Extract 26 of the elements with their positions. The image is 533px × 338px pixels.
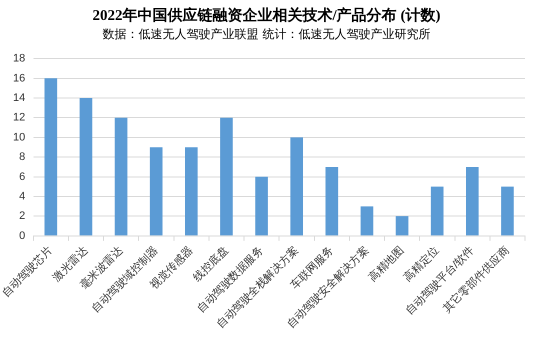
bar [360, 206, 374, 236]
y-tick-label: 8 [19, 151, 26, 164]
y-tick-label: 10 [13, 131, 26, 144]
y-tick-label: 18 [13, 52, 26, 65]
chart-subtitle: 数据：低速无人驾驶产业联盟 统计：低速无人驾驶产业研究所 [102, 26, 432, 43]
y-tick-label: 14 [13, 92, 26, 104]
y-tick-label: 4 [19, 190, 26, 203]
bar [501, 186, 514, 236]
bar [150, 147, 163, 236]
bar [325, 166, 338, 236]
bar [114, 118, 128, 236]
bar [430, 186, 444, 236]
bar [396, 216, 408, 236]
bar [466, 166, 479, 236]
y-tick-label: 0 [19, 230, 26, 242]
bar [80, 98, 92, 236]
bar [290, 137, 304, 236]
bar [44, 78, 58, 236]
bar [255, 176, 268, 236]
y-tick-label: 2 [19, 210, 26, 222]
y-tick-label: 16 [13, 72, 26, 84]
chart-title: 2022年中国供应链融资企业相关技术/产品分布 (计数) [92, 6, 442, 25]
bar [184, 147, 198, 236]
y-tick-label: 6 [19, 170, 26, 183]
y-tick-label: 12 [13, 112, 26, 124]
bar [220, 118, 233, 236]
